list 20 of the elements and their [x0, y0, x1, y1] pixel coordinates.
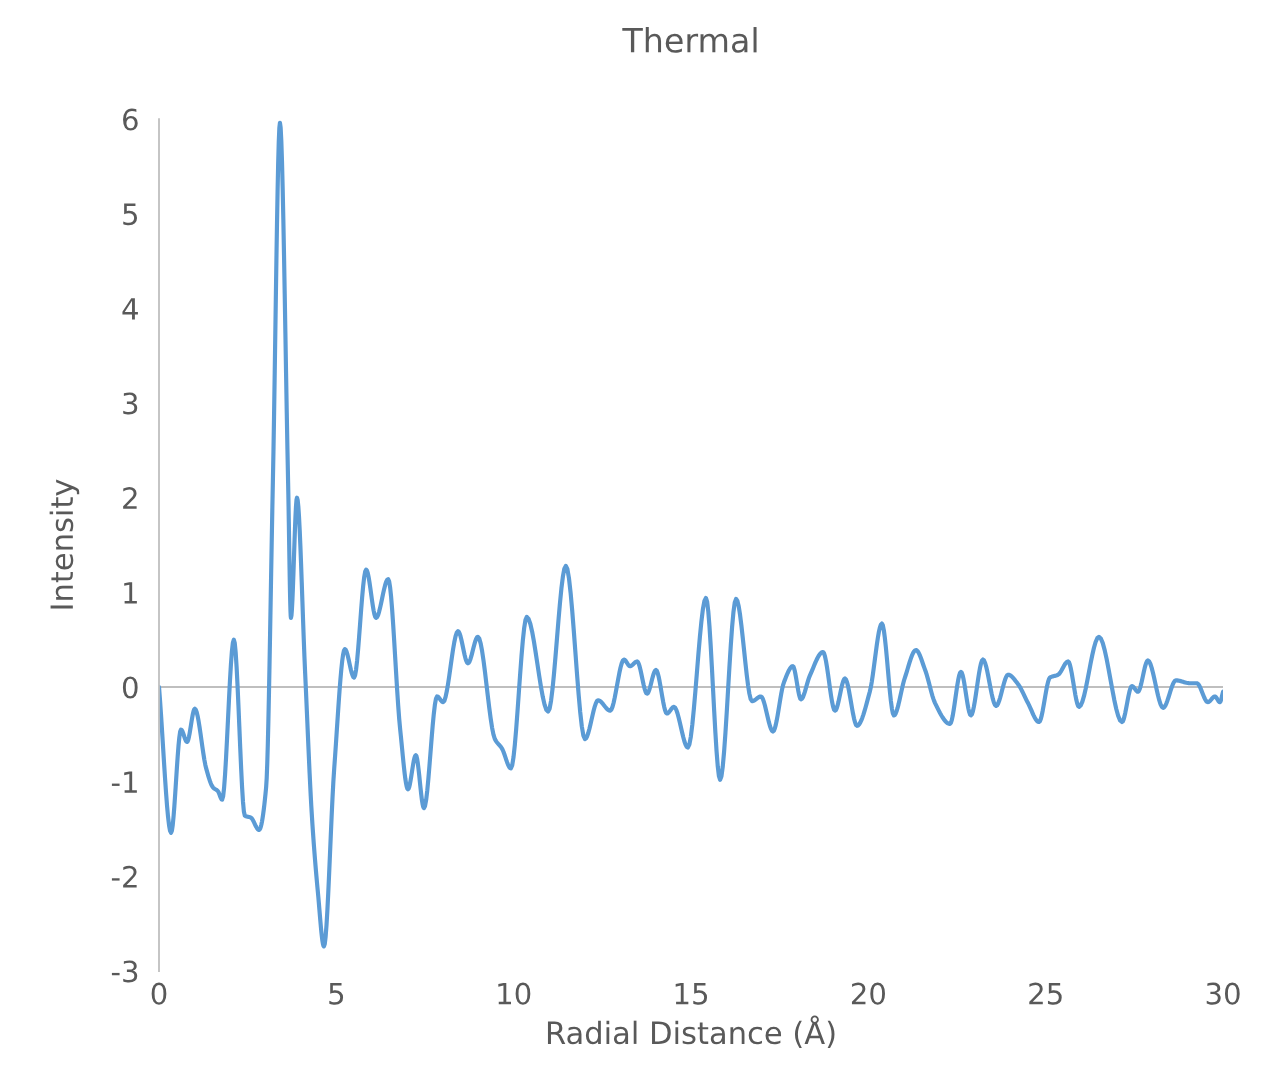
y-axis-title: Intensity	[49, 479, 80, 609]
y-tick-label: 2	[123, 487, 137, 509]
chart-title: Thermal	[622, 27, 757, 53]
x-tick-label: 0	[151, 982, 167, 1005]
y-tick-label: -1	[111, 771, 137, 793]
x-tick-label: 20	[851, 982, 885, 1005]
y-tick-label: 4	[122, 298, 138, 320]
x-tick-label: 30	[1206, 982, 1240, 1005]
x-tick-label: 5	[329, 983, 344, 1005]
x-axis-title: Radial Distance (Å)	[547, 1015, 835, 1048]
x-tick-label: 15	[675, 983, 708, 1005]
y-tick-label: 1	[124, 582, 137, 604]
y-tick-label: 6	[123, 108, 138, 131]
y-tick-label: 3	[123, 392, 138, 415]
y-tick-label: 5	[123, 203, 138, 226]
y-tick-label: -3	[111, 960, 138, 983]
x-tick-label: 25	[1029, 982, 1062, 1005]
y-tick-label: -2	[111, 865, 137, 888]
x-tick-label: 10	[498, 982, 531, 1005]
y-tick-label: 0	[122, 676, 138, 699]
